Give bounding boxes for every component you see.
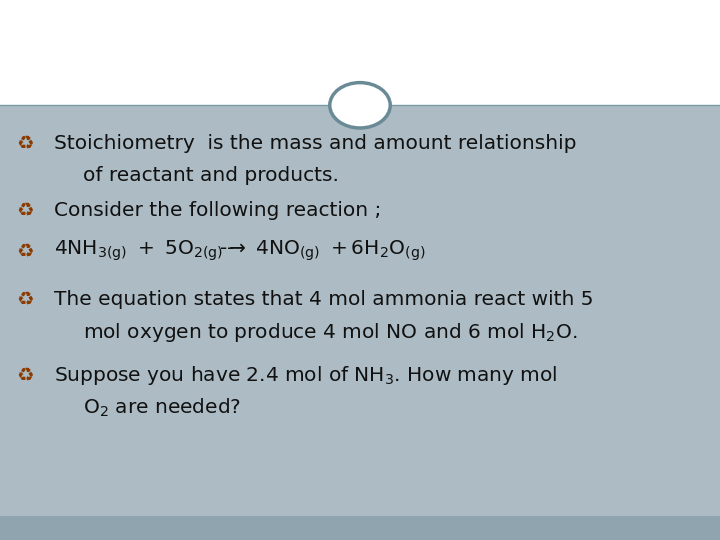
Text: The equation states that 4 mol ammonia react with 5: The equation states that 4 mol ammonia r…	[54, 290, 593, 309]
Text: Stoichiometry  is the mass and amount relationship: Stoichiometry is the mass and amount rel…	[54, 133, 577, 153]
Bar	[0, 0, 720, 105]
Text: Consider the following reaction ;: Consider the following reaction ;	[54, 201, 382, 220]
Text: ♻: ♻	[16, 201, 33, 220]
Text: ♻: ♻	[16, 241, 33, 261]
Text: ♻: ♻	[16, 366, 33, 385]
Text: Suppose you have 2.4 mol of $\mathregular{NH_3}$. How many mol: Suppose you have 2.4 mol of $\mathregula…	[54, 364, 557, 387]
Bar	[0, 105, 720, 516]
Text: $\mathregular{4NH_{3(g)}\ +\ 5O_{2(g)}\!\text{--}\!\!\!\rightarrow\ 4NO_{(g)}\ +: $\mathregular{4NH_{3(g)}\ +\ 5O_{2(g)}\!…	[54, 239, 426, 264]
Bar	[0, 516, 720, 540]
Text: ♻: ♻	[16, 133, 33, 153]
Text: ♻: ♻	[16, 290, 33, 309]
Text: mol oxygen to produce 4 mol NO and 6 mol $\mathregular{H_2}$O.: mol oxygen to produce 4 mol NO and 6 mol…	[83, 321, 577, 343]
Circle shape	[330, 83, 390, 128]
Text: of reactant and products.: of reactant and products.	[83, 166, 338, 185]
Text: $\mathregular{O_2}$ are needed?: $\mathregular{O_2}$ are needed?	[83, 396, 240, 419]
